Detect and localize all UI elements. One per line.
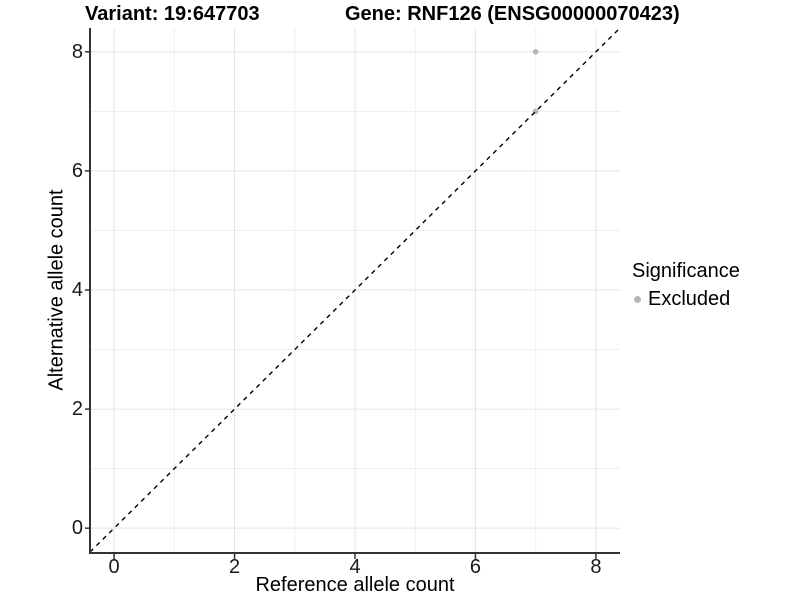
variant-title: Variant: 19:647703 — [85, 3, 260, 25]
legend-title: Significance — [632, 260, 740, 282]
y-tick-label: 4 — [71, 279, 83, 301]
legend-item-excluded: Excluded — [630, 287, 740, 312]
x-tick-label: 2 — [228, 556, 241, 578]
legend-point-marker-icon — [634, 296, 641, 303]
gene-title: Gene: RNF126 (ENSG00000070423) — [345, 3, 680, 25]
data-point — [532, 49, 539, 55]
x-tick-label: 6 — [469, 556, 482, 578]
plot-panel — [85, 28, 621, 559]
y-tick-label: 0 — [71, 517, 83, 540]
x-tick-label: 4 — [349, 556, 361, 578]
x-axis-title: Reference allele count — [255, 574, 455, 596]
identity-line — [89, 28, 621, 553]
legend-item-label: Excluded — [648, 288, 731, 310]
y-tick-label: 8 — [71, 40, 83, 63]
x-tick-label: 0 — [108, 556, 120, 578]
x-tick-label: 8 — [590, 556, 602, 578]
y-tick-label: 2 — [71, 398, 83, 421]
y-tick-label: 6 — [71, 159, 83, 182]
legend: Significance Excluded — [630, 259, 740, 312]
